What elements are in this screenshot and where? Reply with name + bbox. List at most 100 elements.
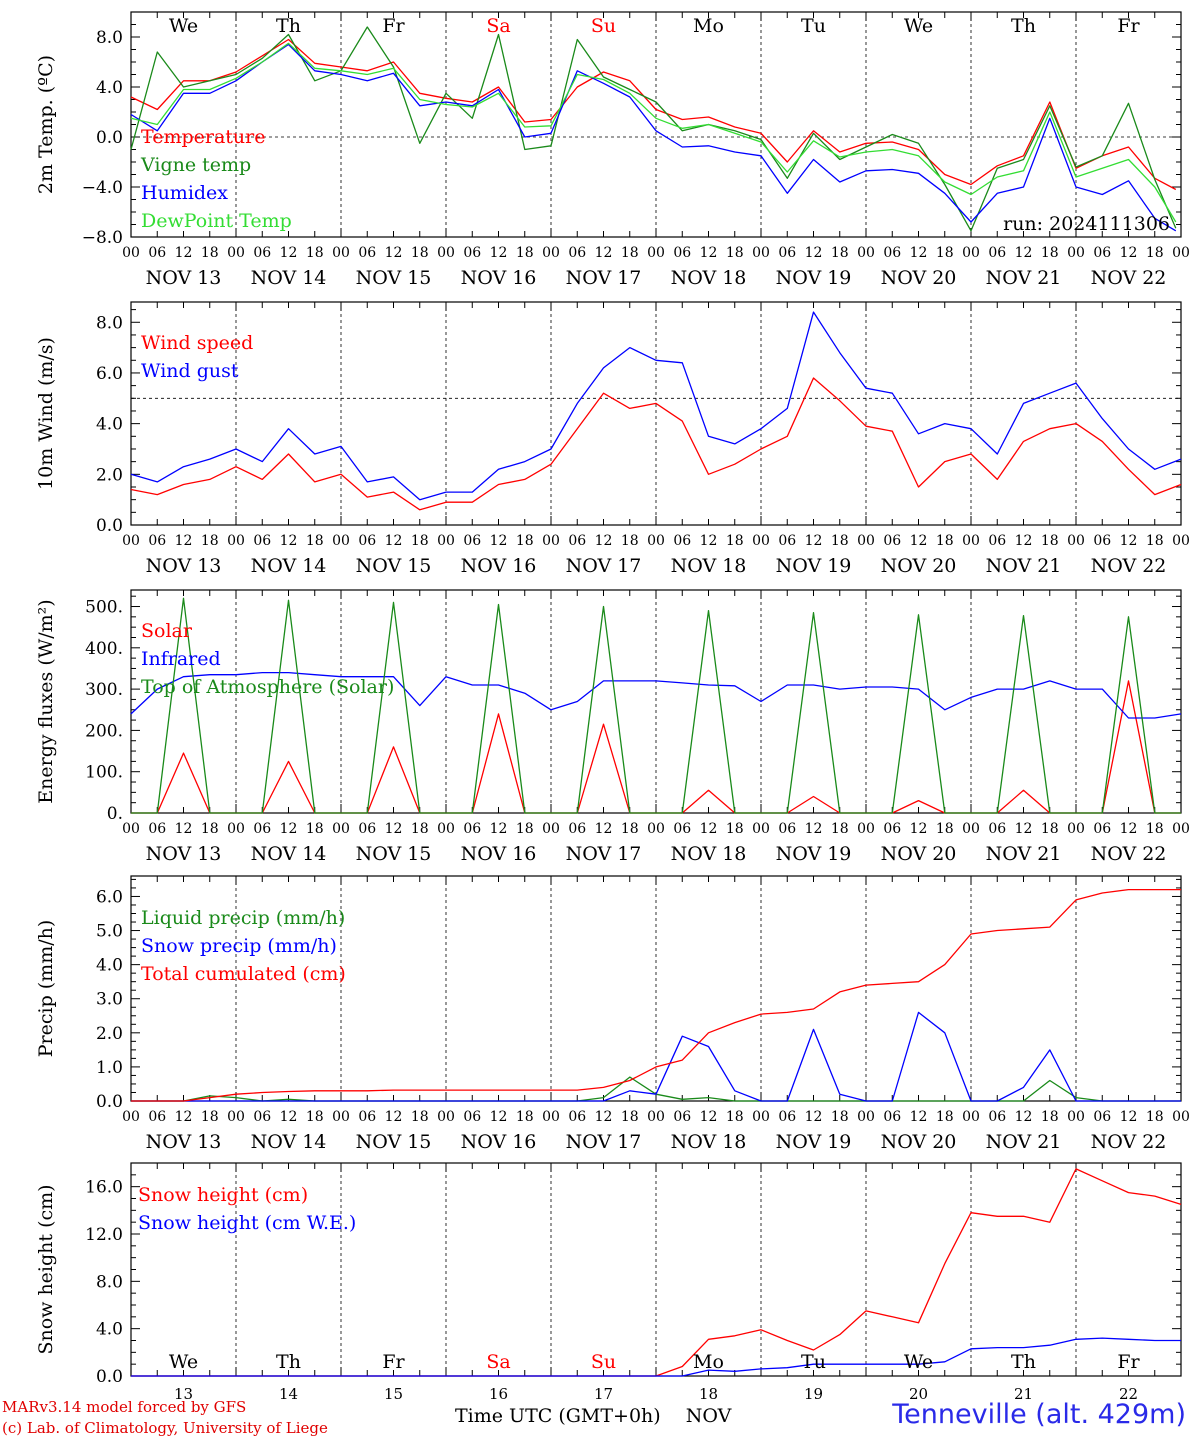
date-label: NOV 22 xyxy=(1091,843,1167,865)
hour-tick-label: 06 xyxy=(463,245,481,261)
hour-tick-label: 06 xyxy=(673,821,691,837)
legend-entry: Wind gust xyxy=(141,360,239,382)
hour-tick-label: 06 xyxy=(778,1109,796,1125)
weekday-label: Su xyxy=(591,1351,616,1373)
hour-tick-label: 12 xyxy=(595,245,613,261)
hour-tick-label: 12 xyxy=(910,533,928,549)
date-label: NOV 15 xyxy=(356,1131,432,1153)
hour-tick-label: 12 xyxy=(700,245,718,261)
weekday-label: Tu xyxy=(801,15,826,37)
y-tick-label: 400. xyxy=(85,639,123,659)
station-name: Tenneville (alt. 429m) xyxy=(892,1399,1186,1430)
panel-frame xyxy=(130,589,1182,814)
hour-tick-label: 00 xyxy=(122,533,140,549)
hour-tick-label: 12 xyxy=(595,1109,613,1125)
panel-frame xyxy=(130,301,1182,526)
panel-4: 0.0 1.0 2.0 3.0 4.0 5.0 6.0 Precip (mm/h) Liquid… xyxy=(35,875,1190,1153)
day-number-label: 15 xyxy=(384,1385,403,1403)
date-label: NOV 19 xyxy=(776,555,852,577)
hour-tick-label: 00 xyxy=(647,821,665,837)
hour-tick-label: 12 xyxy=(805,821,823,837)
hour-tick-label: 06 xyxy=(568,821,586,837)
date-label: NOV 16 xyxy=(461,267,537,289)
weekday-label: Fr xyxy=(1117,1351,1140,1373)
hour-tick-label: 18 xyxy=(516,1109,534,1125)
hour-tick-label: 18 xyxy=(621,245,639,261)
date-label: NOV 18 xyxy=(671,1131,747,1153)
hour-tick-label: 00 xyxy=(332,533,350,549)
weekday-label: Th xyxy=(276,15,301,37)
date-label: NOV 19 xyxy=(776,1131,852,1153)
series-line xyxy=(131,1337,1181,1377)
date-label: NOV 14 xyxy=(251,843,327,865)
y-tick-label: 4.0 xyxy=(96,956,123,976)
hour-tick-label: 06 xyxy=(883,245,901,261)
hour-tick-label: 00 xyxy=(332,821,350,837)
legend-entry: Vigne temp xyxy=(140,154,251,176)
hour-tick-label: 00 xyxy=(647,533,665,549)
date-label: NOV 21 xyxy=(986,843,1062,865)
hour-tick-label: 18 xyxy=(726,821,744,837)
hour-tick-label: 06 xyxy=(1093,821,1111,837)
hour-tick-label: 12 xyxy=(280,533,298,549)
hour-tick-label: 00 xyxy=(227,245,245,261)
date-label: NOV 22 xyxy=(1091,555,1167,577)
hour-tick-label: 12 xyxy=(1015,533,1033,549)
y-tick-label: 8.0 xyxy=(96,1272,123,1292)
hour-tick-label: 18 xyxy=(621,1109,639,1125)
y-axis-label: Snow height (cm) xyxy=(35,1184,57,1354)
panel-frame xyxy=(130,11,1182,238)
hour-tick-label: 00 xyxy=(122,245,140,261)
y-tick-label: 0.0 xyxy=(96,1367,123,1387)
hour-tick-label: 18 xyxy=(516,821,534,837)
hour-tick-label: 18 xyxy=(201,245,219,261)
hour-tick-label: 12 xyxy=(1120,821,1138,837)
weekday-label: Sa xyxy=(486,15,510,37)
y-tick-label: −4.0 xyxy=(82,178,123,198)
weekday-label: We xyxy=(169,1351,198,1373)
hour-tick-label: 00 xyxy=(752,1109,770,1125)
date-label: NOV 20 xyxy=(881,555,957,577)
hour-tick-label: 18 xyxy=(306,533,324,549)
day-number-label: 16 xyxy=(489,1385,508,1403)
date-label: NOV 17 xyxy=(566,267,642,289)
weekday-label: Fr xyxy=(382,15,405,37)
y-axis-label: Precip (mm/h) xyxy=(35,920,57,1058)
date-label: NOV 20 xyxy=(881,267,957,289)
hour-tick-label: 18 xyxy=(1041,245,1059,261)
hour-tick-label: 18 xyxy=(621,533,639,549)
hour-tick-label: 12 xyxy=(385,821,403,837)
hour-tick-label: 06 xyxy=(253,245,271,261)
hour-tick-label: 12 xyxy=(385,245,403,261)
hour-tick-label: 06 xyxy=(148,1109,166,1125)
y-tick-label: 1.0 xyxy=(96,1058,123,1078)
hour-tick-label: 12 xyxy=(490,1109,508,1125)
hour-tick-label: 00 xyxy=(752,821,770,837)
hour-tick-label: 00 xyxy=(1067,533,1085,549)
hour-tick-label: 00 xyxy=(962,245,980,261)
day-number-label: 18 xyxy=(699,1385,718,1403)
date-label: NOV 17 xyxy=(566,555,642,577)
hour-tick-label: 12 xyxy=(910,821,928,837)
hour-tick-label: 18 xyxy=(1146,533,1164,549)
hour-tick-label: 06 xyxy=(358,533,376,549)
hour-tick-label: 00 xyxy=(227,533,245,549)
hour-tick-label: 12 xyxy=(385,533,403,549)
hour-tick-label: 00 xyxy=(1172,821,1190,837)
date-label: NOV 15 xyxy=(356,267,432,289)
date-label: NOV 20 xyxy=(881,1131,957,1153)
date-label: NOV 16 xyxy=(461,1131,537,1153)
hour-tick-label: 00 xyxy=(752,245,770,261)
legend-entry: Temperature xyxy=(141,126,265,148)
hour-tick-label: 12 xyxy=(280,821,298,837)
run-annotation: run: 2024111306 xyxy=(1003,213,1170,235)
panel-2: 0.0 2.0 4.0 6.0 8.0 10m Wind (m/s) Wind speed W… xyxy=(35,301,1190,577)
x-axis-title: Time UTC (GMT+0h) xyxy=(455,1405,661,1427)
hour-tick-label: 06 xyxy=(1093,533,1111,549)
y-tick-label: 4.0 xyxy=(96,1320,123,1340)
hour-tick-label: 18 xyxy=(306,245,324,261)
weekday-label: Fr xyxy=(382,1351,405,1373)
hour-tick-label: 12 xyxy=(1015,1109,1033,1125)
hour-tick-label: 18 xyxy=(831,533,849,549)
